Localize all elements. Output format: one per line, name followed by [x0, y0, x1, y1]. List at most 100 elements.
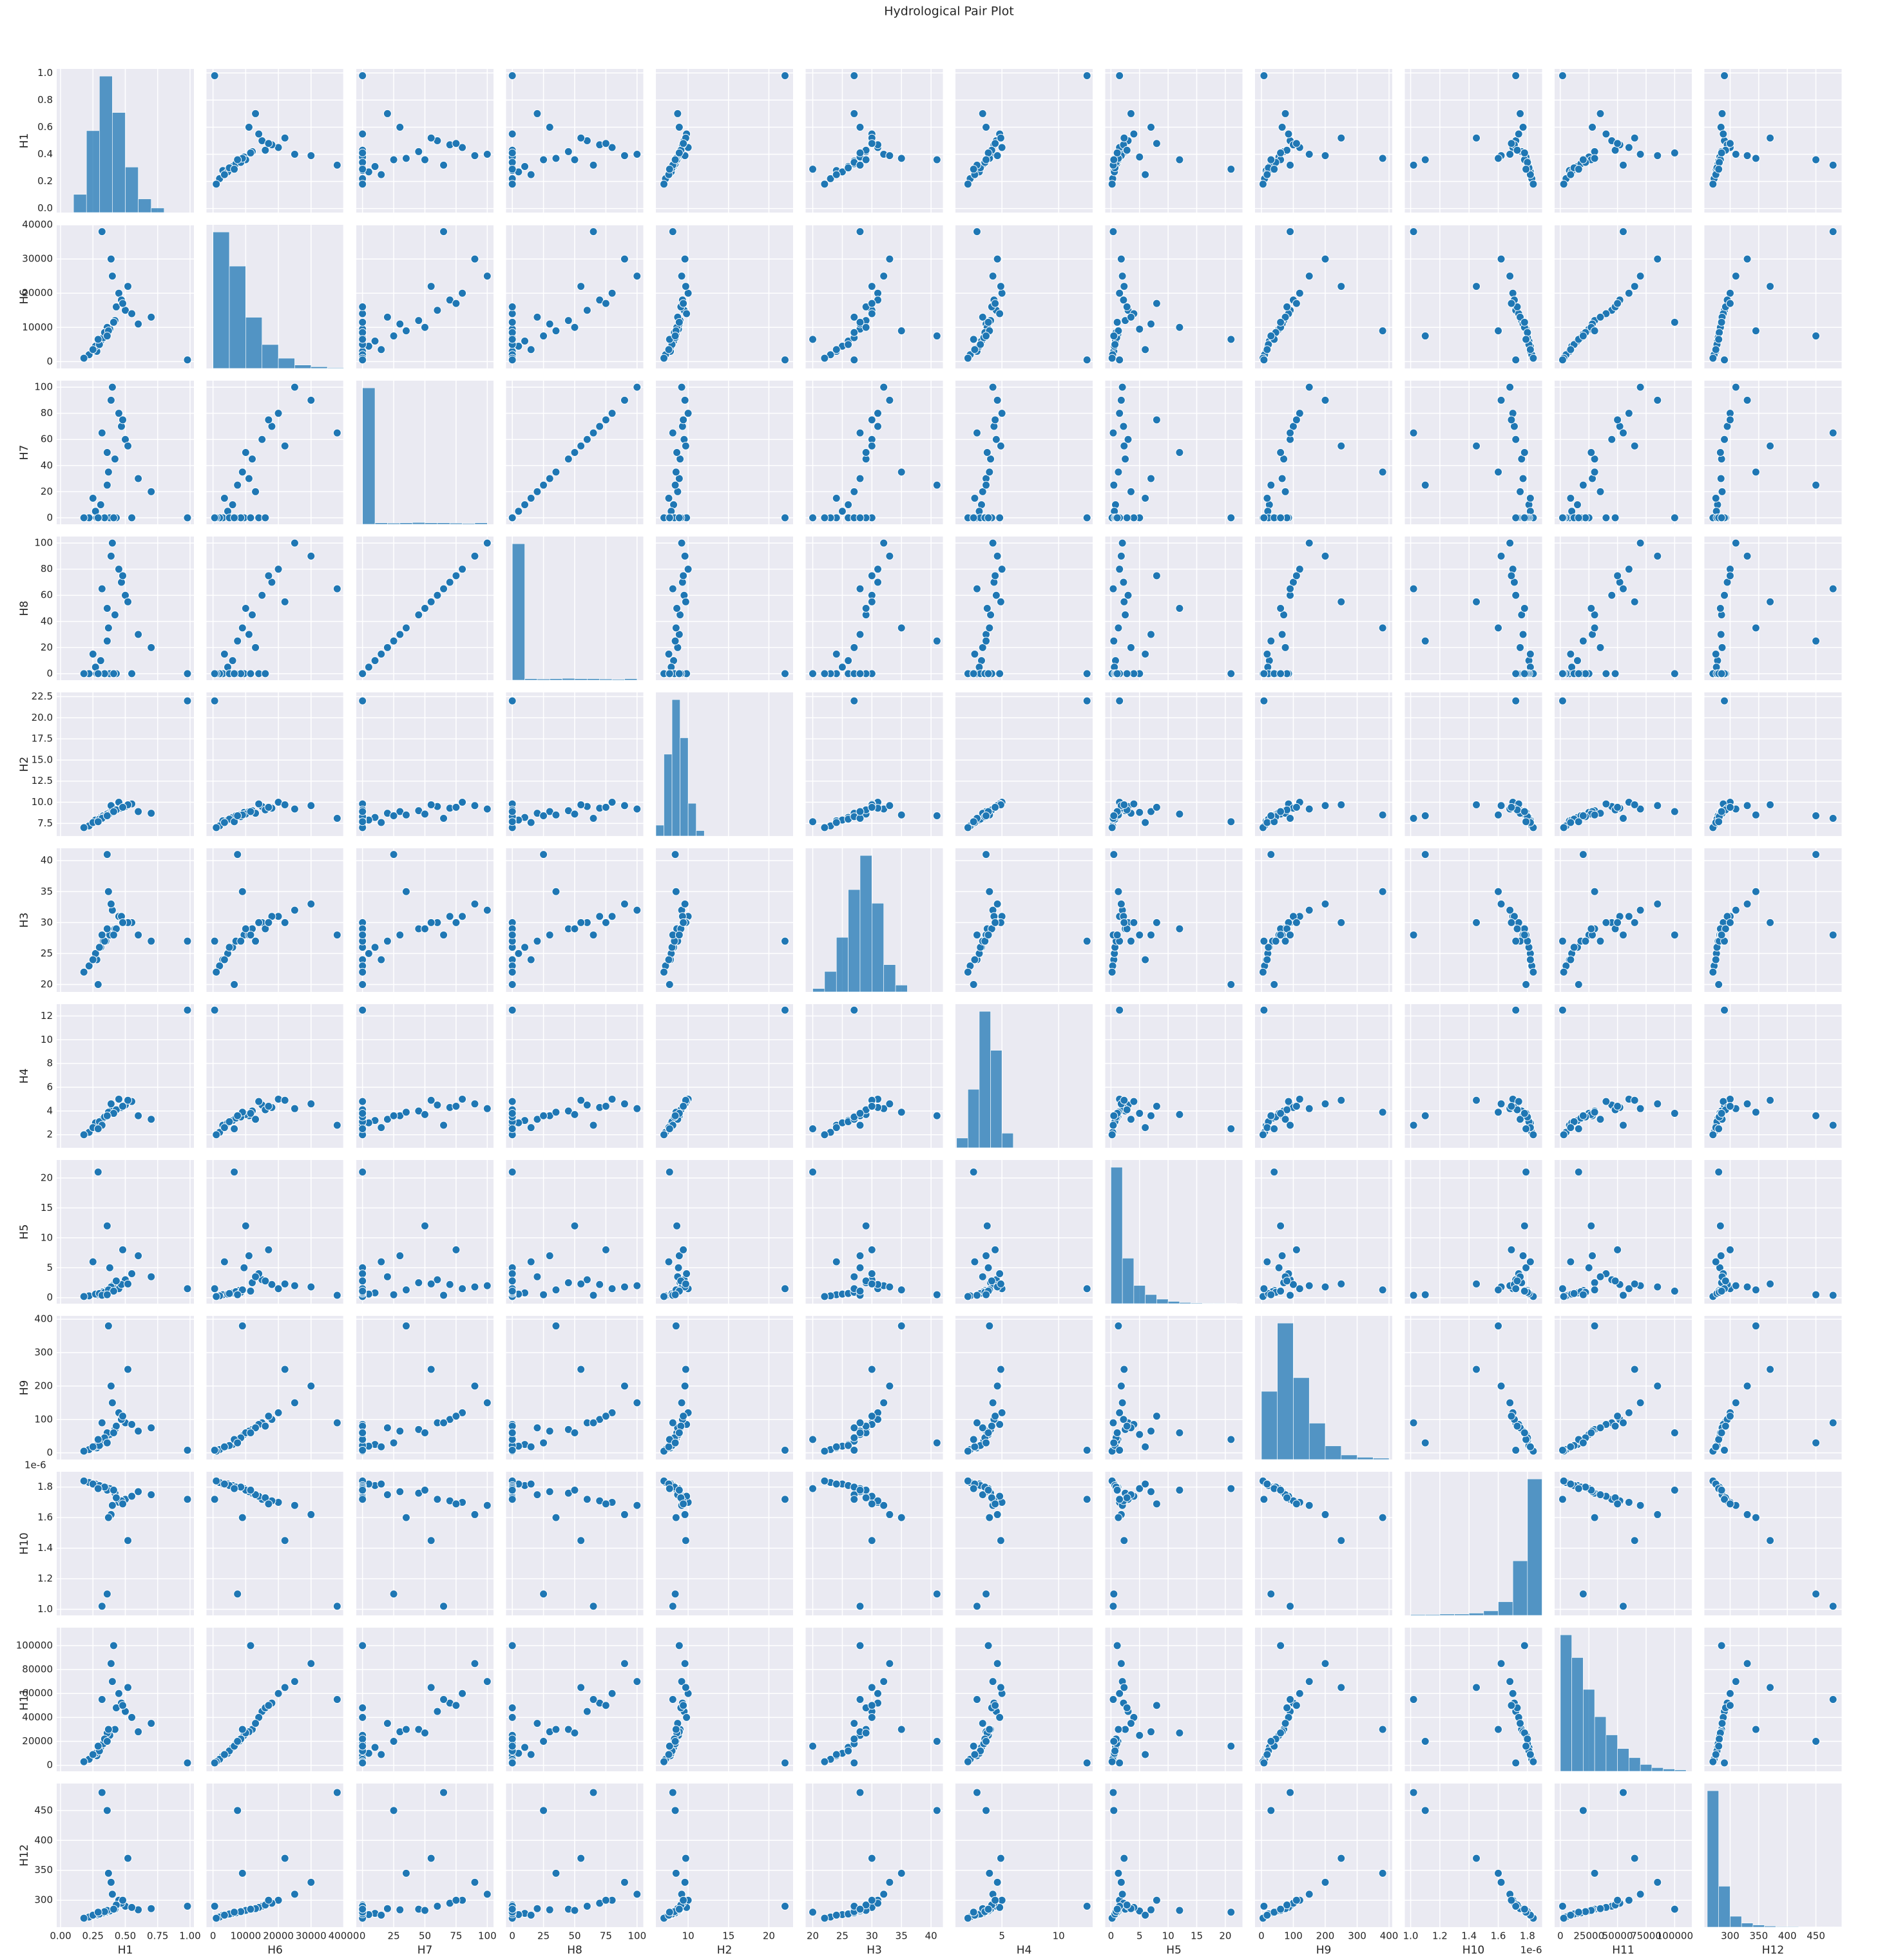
scatter-point	[246, 1485, 255, 1494]
histogram-bar	[1372, 1458, 1390, 1460]
scatter-point	[396, 319, 405, 328]
scatter-point	[969, 165, 978, 174]
scatter-point	[254, 129, 264, 138]
scatter-point	[118, 1701, 127, 1710]
scatter-point	[856, 122, 865, 131]
scatter-point	[533, 1490, 542, 1499]
scatter-point	[680, 551, 689, 560]
scatter-point	[514, 507, 523, 516]
scatter-point	[383, 109, 392, 118]
histogram-bar	[86, 130, 100, 213]
scatter-point	[984, 669, 993, 678]
scatter-point	[832, 1442, 841, 1451]
scatter-point	[1497, 551, 1506, 560]
scatter-point	[1305, 272, 1314, 281]
scatter-point	[1725, 1245, 1734, 1254]
scatter-point	[972, 1602, 981, 1611]
scatter-point	[1766, 1096, 1775, 1105]
scatter-point	[233, 1590, 242, 1599]
scatter-point	[1613, 415, 1622, 424]
scatter-point	[1526, 493, 1535, 502]
scatter-point	[1494, 810, 1503, 819]
scatter-point	[1119, 296, 1128, 305]
scatter-point	[1718, 109, 1727, 118]
scatter-point	[1507, 1245, 1516, 1254]
scatter-point	[102, 850, 111, 859]
scatter-point	[897, 1286, 906, 1295]
scatter-point	[668, 1695, 677, 1704]
scatter-point	[1114, 623, 1123, 633]
scatter-point	[1260, 356, 1269, 365]
scatter-point	[780, 1495, 789, 1504]
scatter-point	[1670, 318, 1679, 327]
scatter-point	[551, 1108, 561, 1117]
histogram-bar	[574, 678, 588, 681]
scatter-point	[134, 630, 143, 639]
scatter-point	[997, 1408, 1006, 1417]
scatter-point	[1175, 924, 1184, 933]
scatter-point	[856, 1695, 865, 1704]
scatter-point	[856, 1263, 865, 1272]
scatter-point	[995, 513, 1004, 522]
scatter-point	[1519, 1251, 1528, 1261]
scatter-point	[1115, 356, 1124, 365]
scatter-point	[984, 513, 993, 522]
scatter-point	[1709, 354, 1718, 363]
cell-background	[1404, 1004, 1542, 1148]
scatter-point	[675, 318, 684, 327]
scatter-point	[433, 306, 442, 315]
scatter-point	[533, 1423, 542, 1432]
scatter-point	[102, 1737, 111, 1746]
scatter-point	[984, 1485, 993, 1494]
scatter-point	[1558, 356, 1567, 365]
scatter-point	[665, 980, 674, 989]
cell-background	[1555, 1160, 1692, 1304]
scatter-point	[1751, 468, 1760, 477]
scatter-point	[1584, 1263, 1593, 1272]
scatter-point	[1113, 1429, 1122, 1438]
scatter-point	[228, 656, 237, 665]
scatter-point	[396, 1427, 405, 1436]
scatter-point	[358, 817, 367, 826]
scatter-point	[118, 803, 127, 812]
scatter-point	[220, 493, 229, 502]
scatter-point	[932, 155, 941, 164]
scatter-point	[885, 1382, 894, 1391]
scatter-point	[1636, 1398, 1645, 1407]
scatter-point	[396, 122, 405, 131]
scatter-point	[969, 817, 978, 826]
scatter-point	[1109, 1111, 1118, 1120]
scatter-point	[254, 799, 264, 808]
scatter-point	[608, 289, 617, 298]
scatter-point	[620, 254, 629, 263]
scatter-point	[832, 1750, 841, 1759]
scatter-point	[664, 1257, 673, 1266]
scatter-point	[1337, 918, 1346, 927]
scatter-point	[1276, 513, 1285, 522]
scatter-point	[1305, 906, 1314, 915]
scatter-point	[1283, 1493, 1292, 1502]
scatter-point	[832, 1257, 841, 1266]
scatter-point	[102, 636, 111, 645]
scatter-point	[1718, 487, 1727, 496]
scatter-point	[577, 282, 586, 291]
scatter-point	[1113, 931, 1122, 940]
scatter-point	[1321, 1282, 1330, 1291]
scatter-point	[577, 800, 586, 809]
scatter-point	[850, 1495, 859, 1504]
scatter-point	[551, 810, 561, 819]
scatter-point	[986, 455, 995, 464]
scatter-point	[383, 1719, 392, 1728]
scatter-point	[421, 1729, 429, 1738]
scatter-point	[439, 227, 448, 236]
scatter-point	[248, 455, 256, 464]
scatter-point	[1409, 428, 1418, 437]
scatter-point	[1378, 887, 1387, 896]
scatter-point	[452, 803, 461, 812]
scatter-point	[1263, 345, 1272, 354]
scatter-point	[1129, 129, 1138, 138]
scatter-point	[533, 1272, 542, 1281]
scatter-point	[1305, 150, 1314, 159]
scatter-point	[1292, 803, 1301, 812]
scatter-point	[991, 1245, 1000, 1254]
